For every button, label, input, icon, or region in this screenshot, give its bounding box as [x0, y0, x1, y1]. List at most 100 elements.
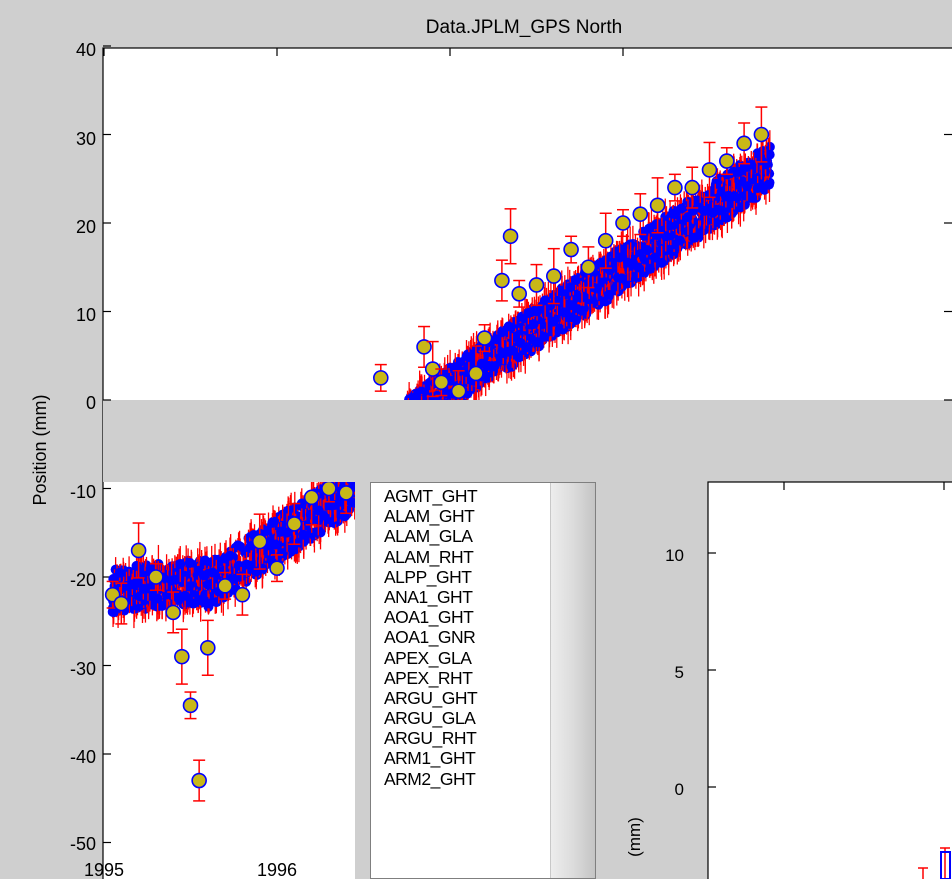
data-point [200, 639, 216, 656]
cloud-point [633, 262, 644, 273]
station-list-item[interactable]: AOA1_GNR [384, 627, 476, 648]
cloud-point [121, 580, 132, 591]
inset-tick-marks [708, 482, 945, 788]
cloud-point [576, 305, 587, 316]
cloud-point [597, 277, 608, 288]
cloud-point [735, 202, 746, 213]
inset-y-tick-label: 0 [675, 780, 684, 799]
listbox-scrollbar[interactable] [550, 483, 595, 878]
y-tick-label: -50 [70, 834, 96, 854]
data-point [433, 374, 450, 391]
plot-title: Data.JPLM_GPS North [426, 17, 622, 38]
cloud-point [576, 292, 587, 303]
data-point [130, 542, 147, 559]
cloud-point [622, 257, 633, 268]
data-point [450, 383, 467, 399]
inset-y-tick-label: 5 [675, 663, 684, 682]
cloud-point [114, 567, 125, 578]
cloud-point [565, 282, 576, 293]
station-list-item[interactable]: ARGU_RHT [384, 728, 477, 749]
cloud-point [729, 191, 740, 202]
station-list-item[interactable]: ALAM_GHT [384, 506, 475, 527]
data-point [251, 533, 268, 550]
cloud-point [746, 159, 757, 170]
cloud-point [728, 166, 739, 177]
station-list-item[interactable]: APEX_GLA [384, 647, 472, 668]
data-point [718, 153, 735, 169]
station-list-item[interactable]: ALPP_GHT [384, 566, 472, 587]
station-list-item[interactable]: APEX_RHT [384, 667, 473, 688]
cloud-point [616, 273, 627, 284]
cloud-point [639, 254, 650, 265]
cloud-point [218, 565, 229, 576]
cloud-point [540, 295, 551, 306]
cloud-point [267, 517, 278, 528]
cloud-point [566, 312, 577, 323]
station-list-item[interactable]: ARM1_GHT [384, 748, 476, 769]
cloud-point [611, 281, 622, 292]
cloud-point [241, 559, 252, 570]
data-point [174, 648, 190, 665]
data-point [338, 485, 355, 501]
station-list-item[interactable]: AGMT_GHT [384, 486, 478, 506]
cloud-point [763, 179, 774, 190]
station-list-item[interactable]: ARM2_GHT [384, 768, 476, 789]
data-point [321, 482, 337, 497]
cloud-point [184, 581, 195, 592]
y-tick-label: -20 [70, 570, 96, 590]
y-tick-label: 40 [76, 40, 96, 60]
cloud-point [219, 553, 230, 564]
station-list-item[interactable]: ALAM_RHT [384, 546, 474, 567]
cloud-point [488, 361, 499, 372]
cloud-point [507, 345, 518, 356]
cloud-point [548, 316, 559, 327]
y-tick-label: -40 [70, 747, 96, 767]
data-point [667, 179, 683, 196]
cloud-point [667, 208, 678, 219]
cloud-point [157, 600, 168, 611]
cloud-point [498, 348, 509, 359]
cloud-point [740, 190, 751, 201]
cloud-point [134, 591, 145, 602]
station-list-item[interactable]: ANA1_GHT [384, 586, 473, 607]
cloud-point [233, 560, 244, 571]
data-point [286, 516, 303, 532]
data-point [113, 595, 130, 612]
data-point [269, 560, 285, 576]
y-tick-labels: 40 30 20 10 0 -10 -20 -30 -40 -50 [70, 40, 96, 854]
cloud-point [236, 571, 247, 582]
data-point [217, 578, 233, 594]
x-tick-label: 1996 [257, 860, 297, 879]
station-list-item[interactable]: AOA1_GHT [384, 607, 474, 628]
cloud-point [688, 232, 699, 243]
station-list-item[interactable]: ARGU_GHT [384, 687, 478, 708]
cloud-point [506, 361, 517, 372]
data-point [165, 604, 181, 621]
cloud-point [715, 205, 726, 216]
cloud-point [189, 590, 200, 601]
cloud-point [276, 526, 287, 537]
cloud-point [313, 505, 324, 516]
data-point [494, 272, 510, 289]
cloud-point [707, 207, 718, 218]
cloud-point [206, 557, 217, 568]
cloud-point [179, 570, 190, 581]
inset-axes-area [707, 481, 952, 879]
station-list-item[interactable]: ARGU_GLA [384, 708, 476, 729]
station-listbox[interactable]: AGMT_GHT ALAM_GHT ALAM_GLA ALAM_RHT ALPP_GHT… [370, 482, 596, 879]
cloud-point [687, 205, 698, 216]
cloud-point [296, 498, 307, 509]
y-tick-label: 0 [86, 393, 96, 413]
data-point [372, 370, 389, 386]
data-point [511, 285, 528, 302]
data-point [191, 772, 207, 789]
cloud-point [204, 598, 215, 609]
data-point [545, 268, 562, 284]
station-list-item[interactable]: ALAM_GLA [384, 526, 473, 547]
cloud-point [605, 265, 616, 276]
data-point [597, 232, 614, 249]
cloud-point [298, 529, 309, 540]
cloud-point [305, 509, 316, 520]
